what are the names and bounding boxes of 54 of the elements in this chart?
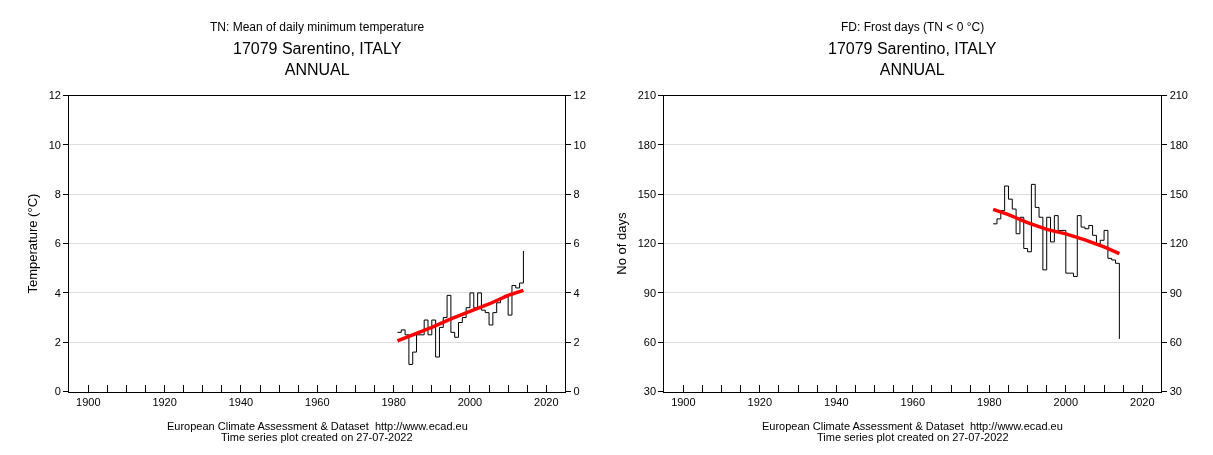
x-tick-label: 1920 bbox=[152, 395, 177, 408]
y2-tick-label: 60 bbox=[1169, 336, 1182, 349]
chart-title: FD: Frost days (TN < 0 °C) bbox=[841, 20, 985, 34]
text: European Climate Assessment & Dataset http://www.ecad.eu bbox=[762, 420, 1063, 432]
text: European Climate Assessment & Dataset http://www.ecad.eu bbox=[167, 420, 468, 432]
x-tick-label: 2020 bbox=[534, 395, 559, 408]
x-tick-label: 1980 bbox=[977, 395, 1002, 408]
x-tick-label: 1940 bbox=[228, 395, 254, 408]
x-tick-label: 1920 bbox=[747, 395, 773, 408]
chart-subtitle: 17079 Sarentino, ITALY ANNUAL bbox=[233, 40, 402, 78]
text: Time series plot created on 27-07-2022 bbox=[221, 431, 413, 443]
y-tick-label: 180 bbox=[637, 138, 657, 151]
y2-tick-label: 150 bbox=[1169, 188, 1188, 201]
y2-tick-label: 0 bbox=[573, 385, 580, 398]
y2-tick-label: 90 bbox=[1169, 286, 1182, 299]
y-tick-label: 0 bbox=[54, 385, 61, 398]
y2-tick-label: 210 bbox=[1169, 89, 1188, 102]
y-tick-label: 2 bbox=[54, 336, 61, 349]
chart-subtitle: 17079 Sarentino, ITALY ANNUAL bbox=[828, 40, 997, 78]
y2-tick-label: 12 bbox=[573, 89, 586, 102]
y-tick-label: 6 bbox=[54, 237, 61, 250]
x-tick-label: 2020 bbox=[1130, 395, 1155, 408]
x-tick-label: 1960 bbox=[900, 395, 926, 408]
y2-tick-label: 8 bbox=[573, 188, 580, 201]
y-tick-label: 8 bbox=[54, 188, 61, 201]
y-tick-label: 4 bbox=[54, 286, 61, 299]
y2-tick-label: 30 bbox=[1169, 385, 1182, 398]
y2-tick-label: 2 bbox=[573, 336, 580, 349]
y2-tick-label: 10 bbox=[573, 138, 586, 151]
y-tick-label: 210 bbox=[637, 89, 657, 102]
y-tick-label: 12 bbox=[48, 89, 61, 102]
x-tick-label: 1980 bbox=[381, 395, 406, 408]
y-tick-label: 60 bbox=[643, 336, 657, 349]
line-series bbox=[395, 288, 526, 343]
text: Time series plot created on 27-07-2022 bbox=[817, 431, 1009, 443]
x-tick-label: 1900 bbox=[671, 395, 696, 408]
y-tick-label: 30 bbox=[643, 385, 657, 398]
chart-title: TN: Mean of daily minimum temperature bbox=[210, 20, 425, 34]
y-axis-title: Temperature (°C) bbox=[24, 193, 40, 294]
x-tick-label: 2000 bbox=[457, 395, 483, 408]
y2-tick-label: 120 bbox=[1169, 237, 1188, 250]
y-tick-label: 90 bbox=[643, 286, 657, 299]
x-tick-label: 1960 bbox=[305, 395, 330, 408]
y2-tick-label: 6 bbox=[573, 237, 580, 250]
y-tick-label: 120 bbox=[637, 237, 657, 250]
x-tick-label: 2000 bbox=[1053, 395, 1079, 408]
y-axis-title: No of days bbox=[613, 212, 629, 275]
y-tick-label: 10 bbox=[48, 138, 61, 151]
x-tick-label: 1940 bbox=[824, 395, 849, 408]
y2-tick-label: 180 bbox=[1169, 138, 1188, 151]
y-tick-label: 150 bbox=[637, 188, 657, 201]
x-tick-label: 1900 bbox=[76, 395, 101, 408]
y2-tick-label: 4 bbox=[573, 286, 580, 299]
line-series bbox=[991, 207, 1122, 256]
